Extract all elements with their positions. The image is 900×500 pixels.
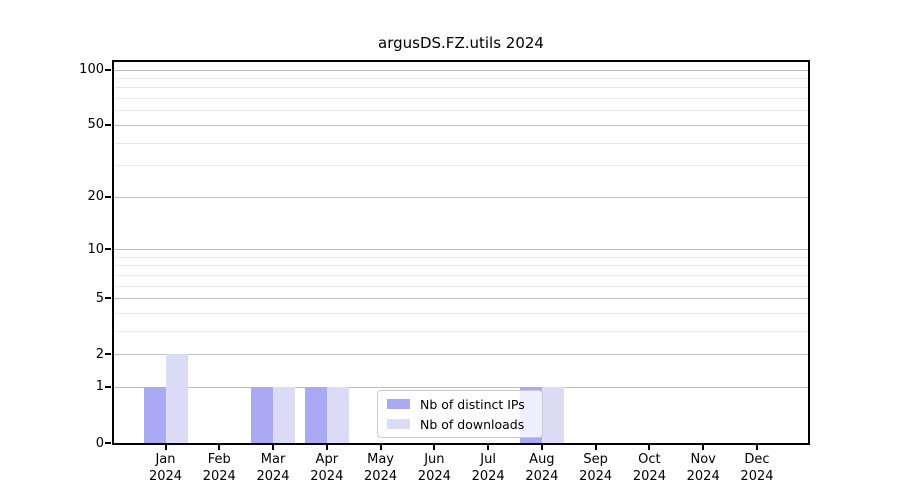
- gridline-minor-3: [114, 330, 808, 332]
- legend-swatch-distinct-ips: [387, 399, 410, 409]
- xtick-label-nov: Nov 2024: [686, 452, 720, 484]
- xtick-label-may: May 2024: [364, 452, 398, 484]
- legend-label-downloads: Nb of downloads: [420, 416, 525, 432]
- legend-item-downloads: Nb of downloads: [387, 417, 533, 432]
- xtick-mark-aug: [540, 445, 543, 450]
- gridline-minor-30: [114, 165, 808, 167]
- chart-title: argusDS.FZ.utils 2024: [378, 34, 544, 52]
- gridline-major-50: [114, 124, 808, 126]
- gridline-minor-4: [114, 312, 808, 314]
- bar-downloads-aug: [541, 386, 564, 443]
- bar-distinct-ips-apr: [304, 386, 327, 443]
- ytick-mark-20: [105, 195, 111, 198]
- xtick-label-jun: Jun 2024: [417, 452, 451, 484]
- ytick-mark-1: [105, 385, 111, 388]
- ytick-mark-50: [105, 123, 111, 126]
- gridline-minor-60: [114, 110, 808, 112]
- legend-swatch-downloads: [387, 419, 410, 429]
- ytick-label-0: 0: [95, 435, 104, 451]
- bar-distinct-ips-jan: [143, 386, 166, 443]
- gridline-minor-8: [114, 265, 808, 267]
- gridline-major-10: [114, 249, 808, 250]
- gridline-minor-80: [114, 87, 808, 89]
- xtick-mark-jan: [164, 445, 167, 450]
- legend-item-distinct-ips: Nb of distinct IPs: [387, 397, 533, 412]
- xtick-mark-apr: [325, 445, 328, 450]
- xtick-mark-oct: [648, 445, 651, 450]
- bar-downloads-mar: [273, 386, 296, 443]
- ytick-label-10: 10: [87, 241, 104, 257]
- bar-distinct-ips-mar: [251, 386, 274, 443]
- legend: Nb of distinct IPs Nb of downloads: [377, 390, 543, 438]
- gridline-major-2: [114, 354, 808, 356]
- xtick-mark-may: [379, 445, 382, 450]
- gridline-minor-9: [114, 256, 808, 258]
- gridline-major-1: [114, 386, 808, 388]
- xtick-label-feb: Feb 2024: [202, 452, 236, 484]
- gridline-minor-7: [114, 274, 808, 276]
- xtick-label-oct: Oct 2024: [632, 452, 666, 484]
- gridline-major-100: [114, 69, 808, 71]
- xtick-label-jan: Jan 2024: [148, 452, 183, 484]
- xtick-mark-nov: [702, 445, 705, 450]
- xtick-label-dec: Dec 2024: [740, 452, 774, 484]
- ytick-label-20: 20: [87, 189, 104, 205]
- xtick-label-apr: Apr 2024: [310, 452, 344, 484]
- gridline-major-5: [114, 298, 808, 300]
- xtick-mark-sep: [594, 445, 597, 450]
- gridline-major-20: [114, 196, 808, 198]
- gridline-minor-90: [114, 78, 808, 80]
- ytick-mark-0: [105, 442, 111, 444]
- ytick-mark-2: [105, 353, 111, 356]
- ytick-mark-10: [105, 248, 111, 250]
- xtick-mark-dec: [755, 445, 758, 450]
- ytick-label-5: 5: [95, 290, 104, 306]
- bar-downloads-apr: [326, 386, 349, 443]
- ytick-label-1: 1: [95, 379, 104, 395]
- ytick-mark-5: [105, 297, 111, 300]
- xtick-label-mar: Mar 2024: [256, 452, 290, 484]
- gridline-minor-40: [114, 142, 808, 144]
- xtick-mark-jul: [487, 445, 490, 450]
- ytick-label-2: 2: [95, 346, 104, 362]
- xtick-mark-feb: [218, 445, 221, 450]
- legend-label-distinct-ips: Nb of distinct IPs: [420, 396, 525, 412]
- xtick-mark-mar: [272, 445, 275, 450]
- ytick-mark-100: [105, 68, 111, 71]
- xtick-label-jul: Jul 2024: [471, 452, 505, 484]
- gridline-minor-6: [114, 285, 808, 287]
- plot-area: [112, 60, 810, 445]
- xtick-label-aug: Aug 2024: [525, 452, 559, 484]
- xtick-mark-jun: [433, 445, 436, 450]
- ytick-label-100: 100: [79, 62, 104, 78]
- ytick-label-50: 50: [87, 117, 104, 133]
- bar-downloads-jan: [165, 354, 188, 443]
- gridline-minor-70: [114, 98, 808, 100]
- xtick-label-sep: Sep 2024: [579, 452, 613, 484]
